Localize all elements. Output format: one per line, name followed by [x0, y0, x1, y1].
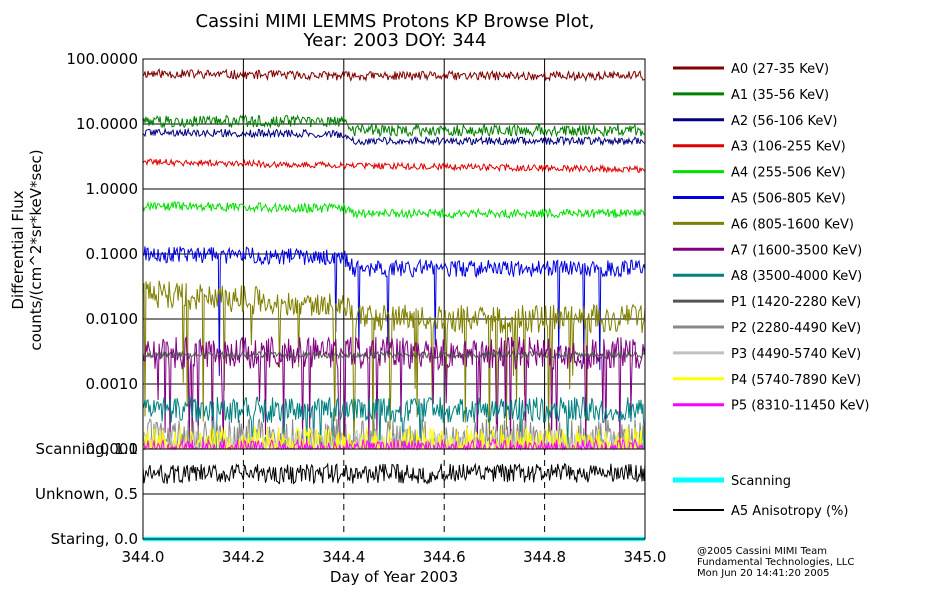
flux-series-5 [142, 246, 646, 376]
flux-series-9 [142, 350, 646, 361]
copyright-line3: Mon Jun 20 14:41:20 2005 [697, 568, 830, 579]
legend-item: A5 (506-805 KeV) [673, 192, 846, 207]
legend-label: A1 (35-56 KeV) [731, 88, 829, 103]
legend-label: P1 (1420-2280 KeV) [731, 295, 861, 310]
flux-series-lines [142, 68, 646, 451]
legend-label: A5 Anisotropy (%) [731, 504, 848, 519]
copyright-line2: Fundamental Technologies, LLC [697, 557, 854, 568]
flux-y-tick-label: 10.0000 [76, 115, 138, 133]
scan-y-tick-label: Scanning, 1.0 [35, 440, 138, 458]
legend-item: P5 (8310-11450 KeV) [673, 399, 869, 414]
legend-label: P2 (2280-4490 KeV) [731, 321, 861, 336]
x-tick-label: 344.6 [423, 548, 466, 566]
legend-item: P2 (2280-4490 KeV) [673, 321, 861, 336]
flux-series-1 [142, 114, 646, 138]
legend-item: A6 (805-1600 KeV) [673, 217, 854, 232]
x-tick-label: 344.4 [322, 548, 365, 566]
x-tick-label: 344.2 [222, 548, 265, 566]
legend-item: P3 (4490-5740 KeV) [673, 347, 861, 362]
chart-title-line2: Year: 2003 DOY: 344 [303, 30, 487, 51]
x-tick-label: 344.0 [122, 548, 165, 566]
flux-y-tick-label: 0.0001 [86, 440, 139, 458]
flux-gridlines [143, 58, 645, 450]
legend-item: A5 Anisotropy (%) [673, 504, 848, 519]
scan-series-lines [142, 462, 646, 541]
legend-label: A5 (506-805 KeV) [731, 192, 846, 207]
legend-item: A8 (3500-4000 KeV) [673, 269, 862, 284]
x-tick-labels: 344.0 344.2 344.4 344.6 344.8 345.0 [122, 548, 667, 566]
legend-item: A1 (35-56 KeV) [673, 88, 829, 103]
x-tick-label: 344.8 [523, 548, 566, 566]
y-axis-label-line1: Differential Flux [9, 190, 27, 309]
legend-label: A4 (255-506 KeV) [731, 166, 846, 181]
legend-label: A7 (1600-3500 KeV) [731, 243, 862, 258]
flux-series-3 [142, 158, 646, 174]
legend-item: P4 (5740-7890 KeV) [673, 373, 861, 388]
legend-label: A3 (106-255 KeV) [731, 140, 846, 155]
flux-y-tick-label: 0.0010 [86, 375, 139, 393]
legend-label: P5 (8310-11450 KeV) [731, 399, 869, 414]
legend-item: A2 (56-106 KeV) [673, 114, 837, 129]
y-axis-label-line2: counts/(cm^2*sr*keV*sec) [27, 149, 45, 350]
flux-series-8 [142, 395, 646, 450]
flux-series-6 [142, 280, 646, 450]
legend-item: Scanning [673, 474, 791, 489]
flux-y-tick-label: 0.1000 [86, 245, 139, 263]
legend-item: A4 (255-506 KeV) [673, 166, 846, 181]
flux-y-tick-label: 0.0100 [86, 310, 139, 328]
legend-label: A8 (3500-4000 KeV) [731, 269, 862, 284]
x-tick-label: 345.0 [624, 548, 667, 566]
flux-y-tick-label: 100.0000 [66, 50, 138, 68]
scan-gridlines [143, 449, 645, 539]
legend-label: P3 (4490-5740 KeV) [731, 347, 861, 362]
anisotropy-series-line [142, 462, 646, 485]
scan-y-tick-labels: Scanning, 1.0 Unknown, 0.5 Staring, 0.0 [35, 440, 138, 548]
flux-series-7 [142, 336, 646, 450]
legend-label: Scanning [731, 474, 791, 489]
copyright-line1: @2005 Cassini MIMI Team [697, 546, 827, 557]
legend-item: P1 (1420-2280 KeV) [673, 295, 861, 310]
scan-y-tick-label: Unknown, 0.5 [35, 485, 138, 503]
flux-y-tick-labels: 100.0000 10.0000 1.0000 0.1000 0.0100 0.0010 0… [66, 50, 138, 458]
scan-plot-frame [142, 448, 646, 540]
flux-series-4 [142, 201, 646, 220]
legend-item: A3 (106-255 KeV) [673, 140, 846, 155]
scan-y-tick-label: Staring, 0.0 [51, 530, 138, 548]
legend-item: A0 (27-35 KeV) [673, 62, 829, 77]
legend-item: A7 (1600-3500 KeV) [673, 243, 862, 258]
legend-label: A6 (805-1600 KeV) [731, 217, 854, 232]
flux-series-0 [142, 68, 646, 83]
legend-label: A2 (56-106 KeV) [731, 114, 837, 129]
flux-y-tick-label: 1.0000 [86, 180, 139, 198]
legend: A0 (27-35 KeV) A1 (35-56 KeV) A2 (56-106 K… [673, 62, 869, 519]
x-axis-label: Day of Year 2003 [330, 568, 458, 586]
legend-label: P4 (5740-7890 KeV) [731, 373, 861, 388]
legend-label: A0 (27-35 KeV) [731, 62, 829, 77]
flux-series-2 [142, 127, 646, 147]
chart-title-line1: Cassini MIMI LEMMS Protons KP Browse Plo… [196, 11, 595, 32]
